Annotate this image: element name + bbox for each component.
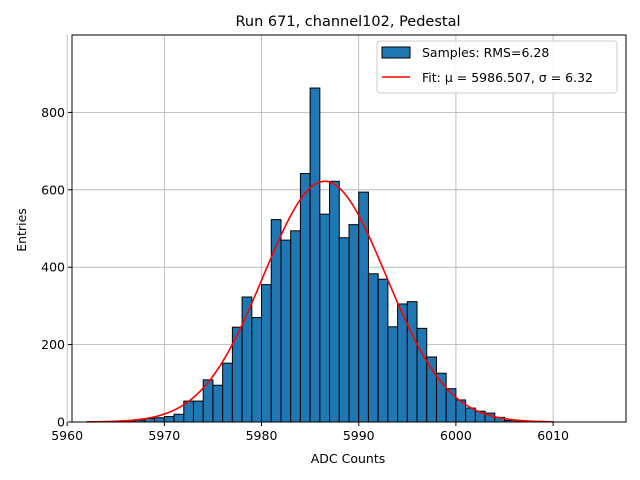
y-axis-label: Entries (14, 208, 29, 252)
y-axis-ticks: 0 200 400 600 800 (41, 105, 72, 430)
y-tick-label: 600 (41, 182, 65, 197)
histogram-bar (309, 87, 321, 423)
histogram-bar (387, 326, 399, 423)
histogram-bar (406, 301, 418, 423)
x-tick-label: 5960 (51, 428, 83, 443)
x-tick-label: 6000 (440, 428, 472, 443)
histogram-bar (192, 400, 204, 423)
chart-title: Run 671, channel102, Pedestal (235, 14, 460, 30)
x-tick-label: 5990 (343, 428, 375, 443)
legend-histogram-label: Samples: RMS=6.28 (422, 45, 549, 60)
histogram-bar (416, 327, 428, 423)
histogram-bar (435, 372, 447, 423)
histogram-bar (270, 219, 282, 423)
y-tick-label: 200 (41, 337, 65, 352)
histogram-bars (105, 87, 525, 423)
histogram-bar (426, 356, 437, 423)
histogram-bar (367, 273, 379, 423)
x-axis-ticks: 5960 5970 5980 5990 6000 6010 (51, 422, 569, 443)
histogram-bar (348, 224, 360, 423)
axes-frame (71, 34, 627, 423)
histogram-bar (212, 384, 224, 423)
histogram-bar (222, 362, 233, 423)
histogram-bar (251, 317, 263, 423)
legend-box (376, 40, 618, 94)
histogram-bar (280, 239, 292, 423)
legend: Samples: RMS=6.28 Fit: μ = 5986.507, σ =… (376, 40, 618, 94)
legend-histogram-swatch (381, 46, 411, 59)
histogram-bar (338, 237, 350, 423)
legend-fit-label: Fit: μ = 5986.507, σ = 6.32 (422, 70, 593, 85)
histogram-bar (377, 278, 389, 423)
fit-curve (86, 180, 554, 423)
histogram-bar (299, 173, 311, 423)
x-tick-label: 5970 (148, 428, 180, 443)
histogram-bar (154, 417, 165, 423)
histogram-bar (163, 416, 175, 423)
histogram-bar (173, 413, 185, 423)
histogram-bar (319, 213, 331, 423)
y-tick-label: 400 (41, 260, 65, 275)
x-tick-label: 5980 (246, 428, 278, 443)
histogram-bar (329, 180, 340, 423)
histogram-bar (290, 230, 301, 423)
x-tick-label: 6010 (537, 428, 569, 443)
y-tick-label: 0 (57, 415, 65, 430)
y-tick-label: 800 (41, 105, 65, 120)
histogram-bar (261, 284, 272, 423)
x-axis-label: ADC Counts (311, 451, 386, 466)
